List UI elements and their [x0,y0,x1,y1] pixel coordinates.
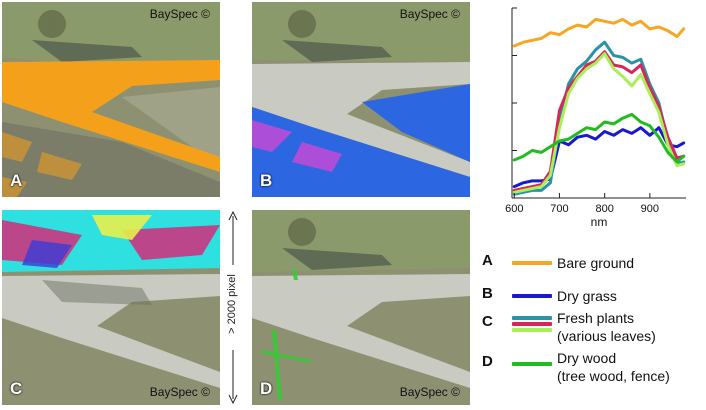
legend-label: Dry grass [557,287,617,305]
series-line-c1 [512,40,686,196]
legend-label: Fresh plants (various leaves) [557,309,656,345]
legend-swatch [512,261,552,265]
scale-label: > 2000 pixel [226,274,238,334]
series-line-c2 [512,50,686,192]
legend-letter: D [482,353,493,370]
legend-swatch [512,322,552,326]
legend-label-line: Bare ground [557,255,635,271]
scale-arrow [225,210,241,405]
panel-letter: A [10,171,23,190]
x-tick-label: 700 [550,203,568,215]
panel-letter: B [260,171,273,190]
x-tick-label: 900 [641,203,659,215]
x-ticks: 600 700 800 900 [505,193,659,215]
x-tick-label: 800 [595,203,613,215]
legend-label: Dry wood (tree wood, fence) [557,349,670,385]
watermark: BaySpec © [399,7,460,21]
watermark: BaySpec © [149,385,210,399]
legend-label-line: (various leaves) [557,328,656,344]
panel-letter: D [260,379,273,398]
legend-swatch [512,362,552,366]
panel-a-bare-ground-map: A BaySpec © [2,2,220,197]
legend-swatch [512,316,552,320]
legend-letter: B [482,285,493,302]
spectral-chart-svg: 600 700 800 900 nm [505,7,686,229]
panel-letter: C [10,379,23,398]
legend-label-line: Fresh plants [557,310,635,326]
series-layer [512,17,686,196]
watermark: BaySpec © [399,385,460,399]
aerial-image-c [2,210,220,405]
aerial-image-d [252,210,470,405]
x-axis-label: nm [591,215,608,229]
series-line-a [512,17,686,48]
legend-letter: C [482,313,493,330]
scale-bar: > 2000 pixel [220,210,250,405]
panel-c-fresh-plants-map: C BaySpec © [2,210,220,405]
legend-label-line: Dry grass [557,288,617,304]
x-tick-label: 600 [505,203,523,215]
legend-label-line: (tree wood, fence) [557,368,670,384]
aerial-image-b [252,2,470,197]
watermark: BaySpec © [149,7,210,21]
legend-label-line: Dry wood [557,350,617,366]
aerial-image-a [2,2,220,197]
series-line-c3 [512,52,686,194]
legend-swatch [512,294,552,298]
spectral-chart: 600 700 800 900 nm [490,0,706,245]
legend-swatch [512,328,552,332]
panel-b-dry-grass-map: B BaySpec © [252,2,470,197]
panel-d-dry-wood-map: D BaySpec © [252,210,470,405]
series-line-d [512,112,686,164]
legend-letter: A [482,252,493,269]
legend-label: Bare ground [557,254,634,272]
y-ticks [512,7,517,199]
